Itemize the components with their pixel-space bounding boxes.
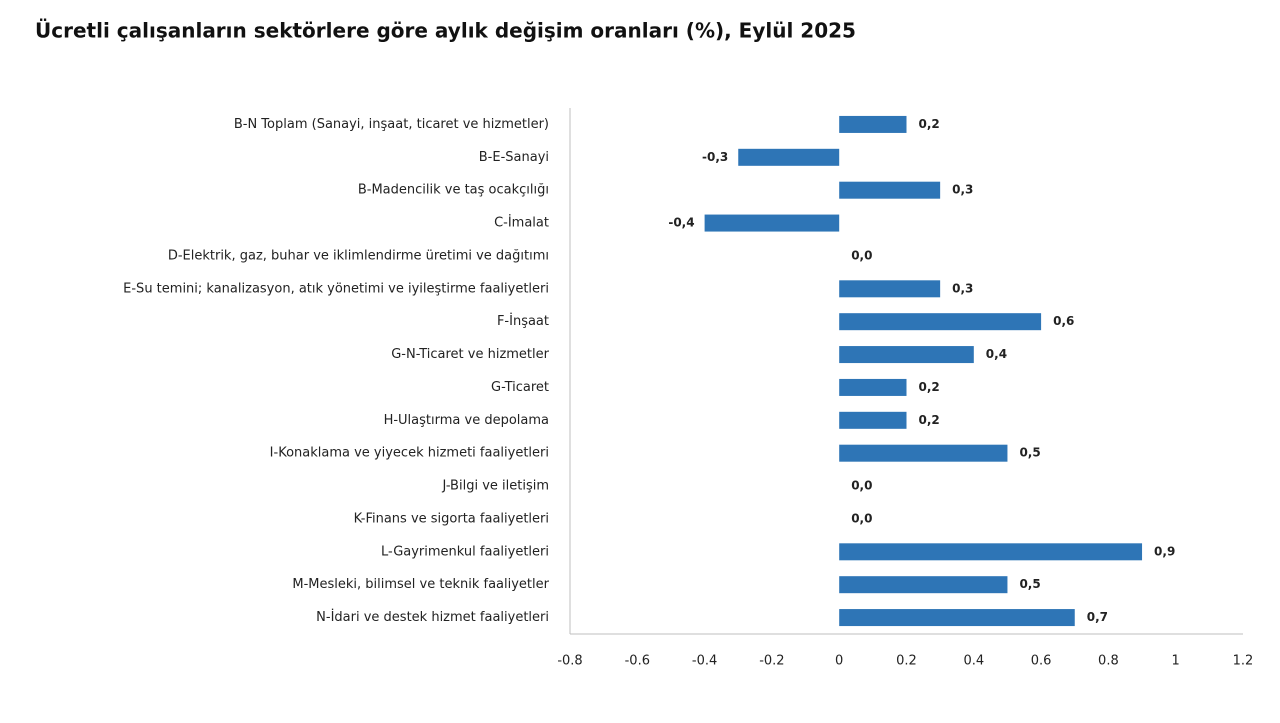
- y-tick-label: N-İdari ve destek hizmet faaliyetleri: [316, 609, 549, 625]
- y-tick-label: E-Su temini; kanalizasyon, atık yönetimi…: [123, 281, 549, 296]
- value-label: 0,5: [1019, 446, 1040, 460]
- bar: [839, 378, 907, 396]
- bar: [839, 115, 907, 133]
- bar: [839, 181, 941, 199]
- x-tick-label: -0.2: [759, 654, 784, 669]
- value-label: 0,2: [919, 413, 940, 427]
- value-label: 0,3: [952, 281, 973, 295]
- value-label: 0,5: [1019, 577, 1040, 591]
- value-label: 0,2: [919, 380, 940, 394]
- y-tick-label: F-İnşaat: [497, 313, 549, 329]
- x-tick-label: -0.4: [692, 654, 717, 669]
- value-label: -0,3: [702, 150, 728, 164]
- y-tick-label: G-N-Ticaret ve hizmetler: [391, 347, 549, 362]
- value-label: 0,2: [919, 117, 940, 131]
- x-tick-label: 0.6: [1031, 654, 1052, 669]
- bar: [738, 148, 840, 166]
- y-tick-label: L-Gayrimenkul faaliyetleri: [381, 544, 549, 559]
- y-tick-label: J-Bilgi ve iletişim: [441, 479, 549, 494]
- y-tick-label: B-N Toplam (Sanayi, inşaat, ticaret ve h…: [234, 117, 549, 132]
- y-tick-label: C-İmalat: [494, 215, 549, 231]
- bar: [704, 214, 840, 232]
- bar: [839, 313, 1042, 331]
- x-tick-label: 1.2: [1233, 654, 1254, 669]
- y-tick-label: B-Madencilik ve taş ocakçılığı: [358, 183, 549, 198]
- value-label: -0,4: [668, 216, 694, 230]
- y-tick-label: G-Ticaret: [491, 380, 549, 395]
- y-tick-label: B-E-Sanayi: [479, 150, 549, 165]
- value-label: 0,6: [1053, 314, 1074, 328]
- value-label: 0,4: [986, 347, 1007, 361]
- bar: [839, 543, 1143, 561]
- bar: [839, 609, 1075, 627]
- bar: [839, 346, 974, 364]
- y-tick-label: H-Ulaştırma ve depolama: [384, 413, 549, 428]
- chart-title: Ücretli çalışanların sektörlere göre ayl…: [35, 19, 856, 43]
- y-tick-label: M-Mesleki, bilimsel ve teknik faaliyetle…: [292, 577, 549, 592]
- y-tick-label: K-Finans ve sigorta faaliyetleri: [354, 511, 549, 526]
- x-tick-label: -0.6: [625, 654, 650, 669]
- value-label: 0,3: [952, 183, 973, 197]
- value-label: 0,0: [851, 248, 872, 262]
- bar: [839, 280, 941, 298]
- bar: [839, 411, 907, 429]
- value-label: 0,9: [1154, 544, 1175, 558]
- x-tick-label: 0.4: [963, 654, 984, 669]
- value-label: 0,0: [851, 511, 872, 525]
- x-tick-label: 0: [835, 654, 843, 669]
- x-tick-label: 1: [1172, 654, 1180, 669]
- y-tick-label: I-Konaklama ve yiyecek hizmeti faaliyetl…: [270, 446, 549, 461]
- value-label: 0,7: [1087, 610, 1108, 624]
- x-tick-label: 0.2: [896, 654, 917, 669]
- value-label: 0,0: [851, 479, 872, 493]
- x-tick-label: -0.8: [557, 654, 582, 669]
- bar: [839, 444, 1008, 462]
- y-tick-label: D-Elektrik, gaz, buhar ve iklimlendirme …: [168, 248, 549, 263]
- x-tick-label: 0.8: [1098, 654, 1119, 669]
- bar: [839, 576, 1008, 594]
